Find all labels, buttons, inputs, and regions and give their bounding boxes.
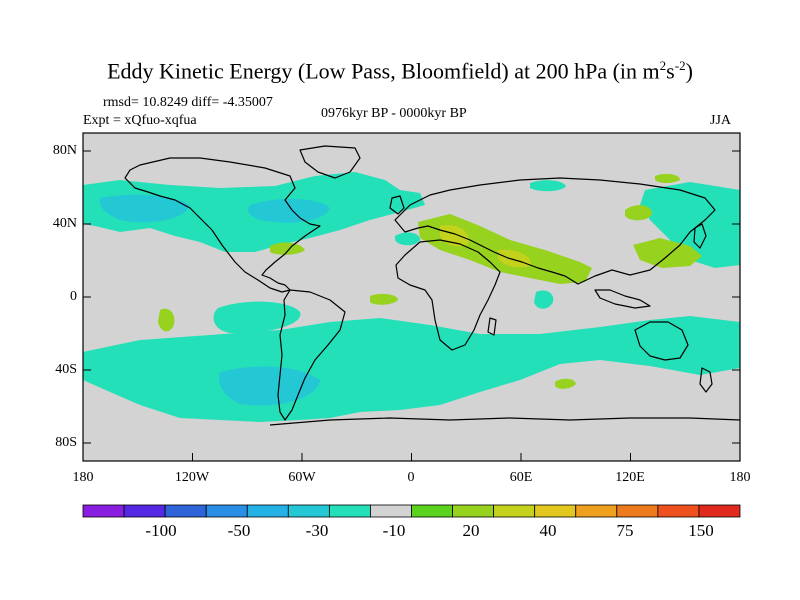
lat-label-40s: 40S (55, 362, 77, 377)
colorbar-box (287, 504, 330, 518)
indonesia-coast (594, 289, 651, 309)
new-zealand-coast (699, 367, 713, 393)
colorbar-label-neg50: -50 (227, 521, 251, 540)
lon-label-0: 0 (407, 470, 415, 485)
atlantic-seaboard-patch (270, 242, 305, 255)
colorbar-box (698, 504, 741, 518)
africa-coast (395, 239, 501, 351)
colorbar-box (616, 504, 659, 518)
siberia-patch (530, 180, 566, 192)
atlantic-patch (395, 232, 420, 246)
map-title: Eddy Kinetic Energy (Low Pass, Bloomfiel… (107, 58, 693, 84)
colorbar-box (82, 504, 125, 518)
antarctica-coast (269, 417, 741, 426)
colorbar-box (123, 504, 166, 518)
colorbar-label-150: 150 (688, 521, 714, 540)
colorbar-label-20: 20 (462, 521, 480, 540)
south-indian-patch (555, 378, 576, 389)
stats-text: rmsd= 10.8249 diff= -4.35007 (103, 95, 273, 110)
northeast-asia-patch (625, 205, 652, 221)
colorbar-label-neg10: -10 (382, 521, 406, 540)
coastlines (124, 145, 741, 426)
british-isles-coast (389, 195, 405, 215)
colorbar-box (205, 504, 248, 518)
colorbar-label-40: 40 (539, 521, 557, 540)
middle-east-core (498, 249, 531, 268)
lon-label-60e: 60E (509, 470, 533, 485)
colorbar-box (534, 504, 577, 518)
north-pacific-patch (640, 182, 740, 268)
arctic-patch (655, 173, 680, 183)
colorbar-box (657, 504, 700, 518)
season-label: JJA (710, 113, 732, 128)
experiment-label: Expt = xQfuo-xqfua (83, 113, 197, 128)
colorbar-box (246, 504, 289, 518)
tropical-pacific-patch (158, 308, 175, 332)
north-america-core (248, 198, 330, 223)
south-pacific-core (218, 366, 320, 406)
colorbar-box (411, 504, 453, 518)
colorbar-label-75: 75 (616, 521, 634, 540)
greenland-coast (299, 145, 361, 179)
eurasia-coast (394, 177, 716, 285)
south-america-coast (277, 289, 346, 421)
north-america-coast (124, 157, 321, 293)
colorbar-label-neg30: -30 (305, 521, 329, 540)
lon-label-180e: 180 (729, 470, 751, 485)
lat-label-80s: 80S (55, 435, 77, 450)
lon-label-180w: 180 (72, 470, 94, 485)
lon-label-120w: 120W (174, 470, 210, 485)
lat-label-80n: 80N (52, 143, 77, 158)
lat-label-0: 0 (70, 289, 77, 304)
period-label: 0976kyr BP - 0000kyr BP (321, 106, 467, 121)
lat-label-40n: 40N (52, 216, 77, 231)
colorbar-box (328, 504, 371, 518)
lon-label-60w: 60W (288, 470, 316, 485)
colorbar-box (575, 504, 618, 518)
australia-coast (634, 321, 689, 361)
tropical-atlantic-patch (370, 293, 398, 305)
stronger-negative-regions (99, 194, 330, 406)
colorbar (82, 504, 741, 518)
colorbar-box (370, 504, 412, 518)
indian-ocean-patch (534, 290, 554, 309)
colorbar-box (164, 504, 207, 518)
east-asia-patch (633, 238, 702, 268)
north-pacific-core (99, 194, 190, 223)
colorbar-box (452, 504, 495, 518)
madagascar-coast (487, 317, 497, 336)
colorbar-label-neg100: -100 (145, 521, 177, 540)
south-pacific-patch (213, 301, 301, 334)
colorbar-box (493, 504, 536, 518)
lon-label-120e: 120E (615, 470, 645, 485)
map-ticks (82, 150, 741, 461)
japan-coast (693, 223, 707, 249)
